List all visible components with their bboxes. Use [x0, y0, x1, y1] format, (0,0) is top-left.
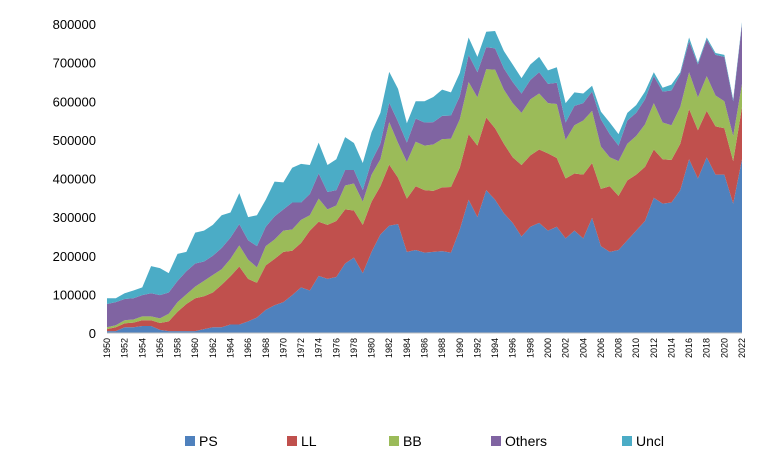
x-tick-label: 1958: [173, 338, 183, 358]
x-tick-label: 2012: [649, 338, 659, 358]
y-tick-label: 700000: [53, 56, 96, 71]
x-tick-label: 2000: [543, 338, 553, 358]
x-tick-label: 1984: [402, 338, 412, 358]
x-tick-label: 2018: [702, 338, 712, 358]
x-tick-label: 1988: [437, 338, 447, 358]
x-tick-label: 1962: [208, 338, 218, 358]
x-tick-label: 1976: [331, 338, 341, 358]
x-tick-label: 1968: [261, 338, 271, 358]
area-uncl: [107, 22, 742, 305]
y-tick-label: 300000: [53, 210, 96, 225]
legend-swatch-uncl: [622, 436, 632, 446]
legend: PS LL BB Others Uncl: [185, 433, 664, 449]
legend-label-bb: BB: [403, 433, 422, 449]
x-tick-label: 1980: [367, 338, 377, 358]
x-tick-label: 2020: [719, 338, 729, 358]
legend-swatch-others: [491, 436, 501, 446]
x-tick-label: 1966: [243, 338, 253, 358]
y-tick-label: 0: [89, 326, 96, 341]
legend-swatch-bb: [389, 436, 399, 446]
x-tick-label: 2010: [631, 338, 641, 358]
x-tick-label: 1960: [190, 338, 200, 358]
area-others: [107, 24, 742, 328]
y-axis-ticks: 0 100000 200000 300000 400000 500000 600000 700…: [53, 17, 96, 341]
x-tick-label: 1952: [120, 338, 130, 358]
y-tick-label: 600000: [53, 94, 96, 109]
x-tick-label: 2008: [614, 338, 624, 358]
x-tick-label: 1954: [137, 338, 147, 358]
y-tick-label: 100000: [53, 287, 96, 302]
area-ps: [107, 157, 742, 333]
legend-label-others: Others: [505, 433, 547, 449]
legend-swatch-ps: [185, 436, 195, 446]
x-tick-label: 1974: [314, 338, 324, 358]
legend-label-ps: PS: [199, 433, 218, 449]
x-tick-label: 1994: [490, 338, 500, 358]
x-tick-label: 1964: [225, 338, 235, 358]
x-tick-label: 2006: [596, 338, 606, 358]
x-tick-label: 2002: [561, 338, 571, 358]
y-tick-label: 500000: [53, 133, 96, 148]
x-tick-label: 1972: [296, 338, 306, 358]
x-tick-label: 2014: [666, 338, 676, 358]
x-tick-label: 2016: [684, 338, 694, 358]
x-tick-label: 1956: [155, 338, 165, 358]
y-tick-label: 400000: [53, 172, 96, 187]
x-tick-label: 1998: [525, 338, 535, 358]
x-tick-label: 1986: [420, 338, 430, 358]
x-tick-label: 1950: [102, 338, 112, 358]
y-tick-label: 800000: [53, 17, 96, 32]
x-tick-label: 1982: [384, 338, 394, 358]
x-tick-label: 1978: [349, 338, 359, 358]
area-bb: [107, 69, 742, 330]
legend-label-uncl: Uncl: [636, 433, 664, 449]
x-tick-label: 1992: [472, 338, 482, 358]
x-axis-ticks: 1950 1952 1954 1956 1958 1960 1962 1964 1966 1968…: [102, 338, 747, 358]
legend-label-ll: LL: [301, 433, 317, 449]
x-tick-label: 1970: [278, 338, 288, 358]
x-tick-label: 2022: [737, 338, 747, 358]
area-ll: [107, 107, 742, 332]
legend-swatch-ll: [287, 436, 297, 446]
x-tick-label: 1990: [455, 338, 465, 358]
chart-areas: [107, 22, 742, 333]
y-tick-label: 200000: [53, 249, 96, 264]
x-tick-label: 2004: [578, 338, 588, 358]
x-tick-label: 1996: [508, 338, 518, 358]
